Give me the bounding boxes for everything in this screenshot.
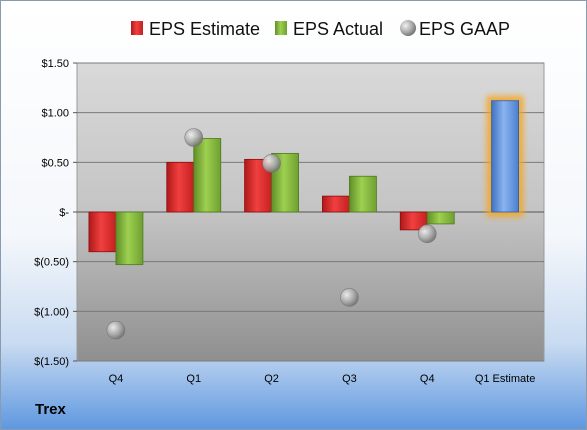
- eps-actual-bar: [193, 138, 222, 213]
- eps-gaap-marker: [184, 128, 204, 147]
- y-tick-label: $1.50: [41, 58, 69, 70]
- y-tick-label: $1.00: [41, 108, 69, 120]
- eps-gaap-marker: [262, 154, 281, 173]
- legend-eps-estimate-swatch: [131, 21, 143, 35]
- y-axis: $1.50 $1.00 $0.50 $- $(0.50) $(1.00) $(1.50): [34, 58, 77, 368]
- eps-actual-bar: [426, 211, 455, 225]
- legend-eps-actual-label: EPS Actual: [293, 19, 383, 39]
- company-name: Trex: [35, 401, 66, 418]
- eps-estimate-bar: [166, 161, 195, 213]
- legend-eps-gaap-label: EPS GAAP: [419, 19, 510, 39]
- y-tick-label: $(0.50): [34, 257, 69, 269]
- y-tick-label: $(1.50): [34, 356, 69, 368]
- x-tick-label: Q3: [342, 373, 357, 385]
- eps-gaap-marker: [106, 320, 126, 340]
- gaap-markers: [106, 128, 437, 340]
- x-tick-label: Q1 Estimate: [475, 373, 536, 385]
- gridlines: [77, 62, 544, 362]
- legend-eps-estimate-label: EPS Estimate: [149, 19, 260, 39]
- y-tick-label: $0.50: [41, 157, 69, 169]
- legend-eps-gaap-swatch: [400, 20, 416, 36]
- x-tick-label: Q4: [109, 373, 124, 385]
- legend: EPS Estimate EPS Actual EPS GAAP: [131, 19, 510, 39]
- eps-estimate-next-bar: [491, 100, 519, 213]
- bars: [88, 95, 524, 266]
- y-tick-label: $(1.00): [34, 306, 69, 318]
- eps-estimate-bar: [88, 211, 117, 253]
- eps-estimate-bar: [322, 195, 350, 213]
- eps-gaap-marker: [340, 288, 359, 307]
- x-axis: Q4 Q1 Q2 Q3 Q4 Q1 Estimate: [77, 211, 544, 385]
- x-tick-label: Q1: [186, 373, 201, 385]
- y-tick-label: $-: [59, 207, 69, 219]
- x-tick-label: Q4: [420, 373, 435, 385]
- x-tick-label: Q2: [264, 373, 279, 385]
- eps-actual-bar: [115, 211, 144, 266]
- legend-eps-actual-swatch: [275, 21, 287, 35]
- eps-actual-bar: [349, 175, 377, 213]
- eps-gaap-marker: [417, 224, 437, 244]
